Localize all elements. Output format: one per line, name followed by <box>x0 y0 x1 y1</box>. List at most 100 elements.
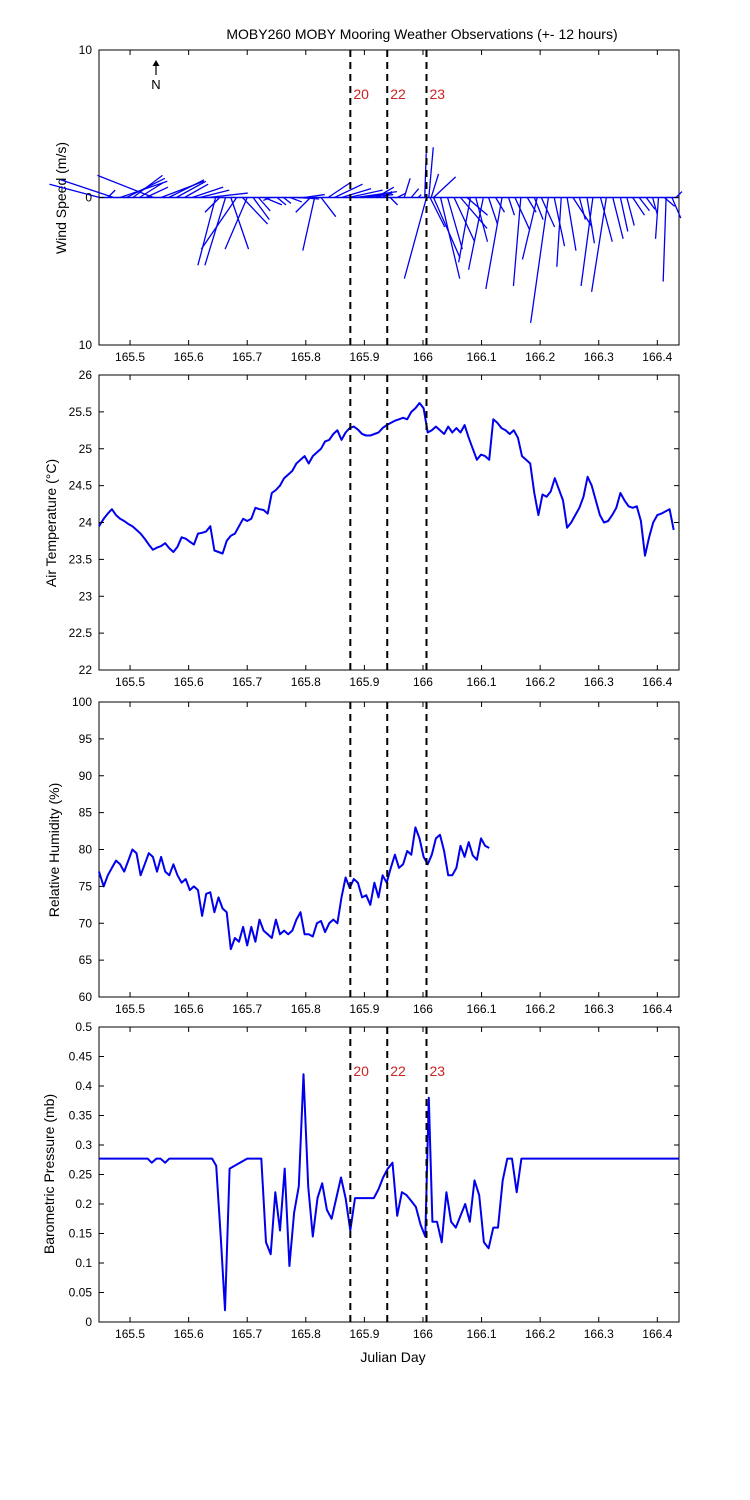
wind-vector <box>521 197 538 260</box>
air-temperature-y-tick-label: 25 <box>79 442 93 456</box>
wind-vector <box>403 178 411 198</box>
air-temperature-x-tick-label: 165.5 <box>115 675 145 689</box>
air-temperature-y-tick-label: 24.5 <box>69 479 93 493</box>
barometric-pressure-x-tick-label: 166.3 <box>584 1327 614 1341</box>
wind-vector <box>303 193 325 199</box>
relative-humidity-y-tick-label: 95 <box>79 732 93 746</box>
barometric-pressure-y-tick-label: 0.05 <box>69 1286 93 1300</box>
wind-vector <box>632 197 646 216</box>
wind-vector <box>132 174 163 199</box>
wind-vector <box>507 197 516 216</box>
air-temperature-x-tick-label: 166.3 <box>584 675 614 689</box>
wind-vector <box>389 197 399 206</box>
wind-y-tick-label: 0 <box>85 191 92 205</box>
wind-vector <box>369 193 394 199</box>
wind-vector <box>530 197 549 323</box>
air-temperature-y-axis-label: Air Temperature (°C) <box>43 459 59 587</box>
relative-humidity-x-tick-label: 166 <box>413 1002 433 1016</box>
barometric-pressure-x-tick-label: 165.9 <box>349 1327 379 1341</box>
wind-vector <box>566 197 577 251</box>
air-temperature-y-tick-label: 24 <box>79 516 93 530</box>
wind-vector <box>197 197 217 266</box>
wind-vector <box>654 197 660 239</box>
relative-humidity-y-tick-label: 100 <box>72 695 92 709</box>
x-axis-label: Julian Day <box>360 1349 425 1365</box>
barometric-pressure-series <box>99 1073 679 1312</box>
wind-vectors <box>49 147 683 323</box>
barometric-pressure-y-tick-label: 0.35 <box>69 1109 93 1123</box>
barometric-pressure-y-tick-label: 0.1 <box>75 1256 92 1270</box>
barometric-pressure-x-tick-label: 165.8 <box>291 1327 321 1341</box>
wind-vector <box>283 196 292 204</box>
barometric-pressure-y-tick-label: 0.4 <box>75 1079 92 1093</box>
relative-humidity-y-tick-label: 60 <box>79 990 93 1004</box>
wind-vector <box>599 197 613 242</box>
air-temperature-x-tick-label: 166.4 <box>642 675 672 689</box>
wind-vector <box>168 179 205 199</box>
wind-vector <box>619 197 629 232</box>
wind-vector <box>439 197 461 279</box>
air-temperature-x-tick-label: 165.9 <box>349 675 379 689</box>
air-temperature-x-tick-label: 165.8 <box>291 675 321 689</box>
wind-vector <box>320 197 337 218</box>
relative-humidity-y-tick-label: 85 <box>79 806 93 820</box>
air-temperature-y-tick-label: 22.5 <box>69 626 93 640</box>
wind-axes: 165.5 165.6 165.7 165.8 165.9 166 166.1 166.2 16… <box>79 43 679 364</box>
wind-vector <box>432 197 461 259</box>
relative-humidity-x-tick-label: 165.9 <box>349 1002 379 1016</box>
wind-vector <box>334 183 363 199</box>
relative-humidity-series <box>98 826 490 951</box>
wind-vector <box>586 197 596 244</box>
wind-vector <box>612 197 624 239</box>
wind-x-tick-label: 166.2 <box>525 350 555 364</box>
wind-y-tick-label: 10 <box>79 43 93 57</box>
wind-vector <box>645 197 656 210</box>
wind-vector <box>302 197 316 251</box>
barometric-pressure-event-marker-label: 23 <box>429 1063 445 1079</box>
wind-vector <box>662 197 667 282</box>
barometric-pressure-x-tick-label: 165.6 <box>174 1327 204 1341</box>
relative-humidity-y-tick-label: 65 <box>79 953 93 967</box>
wind-vector <box>207 192 248 199</box>
barometric-pressure-y-tick-label: 0.2 <box>75 1197 92 1211</box>
barometric-pressure-x-tick-label: 165.7 <box>232 1327 262 1341</box>
relative-humidity-y-tick-label: 80 <box>79 843 93 857</box>
air-temperature-x-tick-label: 166.2 <box>525 675 555 689</box>
barometric-pressure-x-tick-label: 166.2 <box>525 1327 555 1341</box>
barometric-pressure-panel: Barometric Pressure (mb) 165.5 165.6 165.7… <box>41 1020 680 1341</box>
wind-vector <box>626 197 635 226</box>
relative-humidity-y-tick-label: 70 <box>79 916 93 930</box>
barometric-pressure-x-tick-label: 166.1 <box>467 1327 497 1341</box>
wind-vector <box>184 183 209 199</box>
barometric-pressure-event-marker-label: 20 <box>353 1063 369 1079</box>
north-label: N <box>151 77 160 92</box>
wind-x-tick-label: 165.5 <box>115 350 145 364</box>
wind-x-tick-label: 165.8 <box>291 350 321 364</box>
air-temperature-y-tick-label: 23 <box>79 589 93 603</box>
wind-event-marker-label: 23 <box>429 86 445 102</box>
wind-y-tick-label: 10 <box>79 338 93 352</box>
wind-vector <box>199 189 230 199</box>
wind-vector <box>327 182 351 199</box>
wind-vector <box>487 197 499 225</box>
relative-humidity-x-tick-label: 165.7 <box>232 1002 262 1016</box>
wind-vector <box>200 197 238 250</box>
wind-vector <box>252 197 270 221</box>
wind-vector <box>467 197 484 270</box>
wind-x-tick-label: 165.9 <box>349 350 379 364</box>
wind-vector <box>572 197 593 228</box>
wind-vector <box>348 189 383 199</box>
wind-vector <box>176 180 207 199</box>
wind-x-tick-label: 166.4 <box>642 350 672 364</box>
wind-vector <box>263 196 271 202</box>
wind-vector <box>638 197 650 212</box>
air-temperature-y-tick-label: 25.5 <box>69 405 93 419</box>
wind-event-marker-label: 22 <box>390 86 406 102</box>
barometric-pressure-y-tick-label: 0.25 <box>69 1168 93 1182</box>
wind-vector <box>485 197 503 290</box>
barometric-pressure-y-tick-label: 0.3 <box>75 1138 92 1152</box>
wind-vector <box>410 188 420 198</box>
wind-vector <box>590 197 607 293</box>
air-temperature-panel: Air Temperature (°C) 165.5 165.6 165.7 165.… <box>43 368 680 689</box>
